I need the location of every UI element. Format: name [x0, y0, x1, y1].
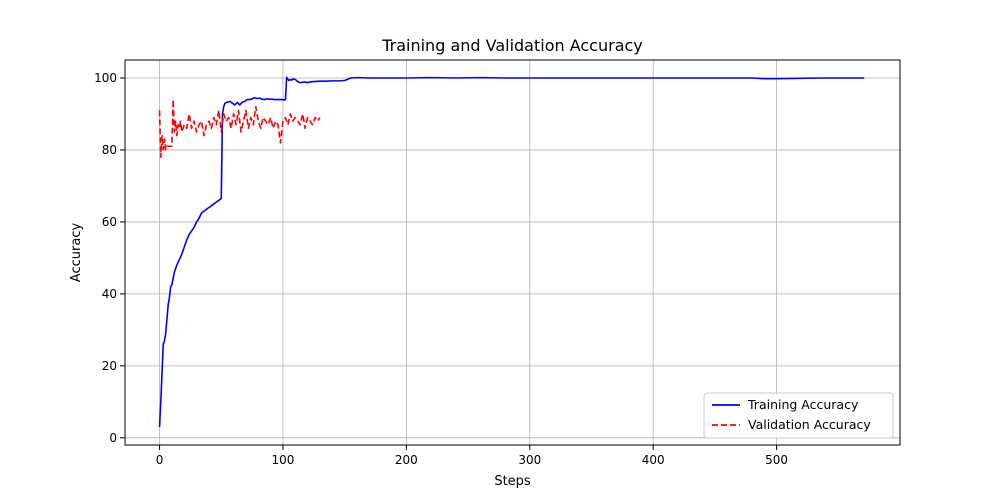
legend-label: Validation Accuracy [748, 417, 871, 432]
y-axis-label: Accuracy [69, 223, 84, 283]
plot-frame [124, 59, 901, 446]
x-tick-label: 500 [765, 453, 788, 467]
legend-box [703, 392, 894, 439]
x-tick-label: 400 [642, 453, 665, 467]
y-tick-label: 100 [94, 71, 117, 85]
y-tick-label: 40 [102, 287, 117, 301]
x-axis-label: Steps [494, 474, 531, 489]
x-tick-label: 0 [156, 453, 164, 467]
x-tick-label: 100 [272, 453, 295, 467]
y-tick-label: 60 [102, 215, 117, 229]
legend-label: Training Accuracy [747, 397, 859, 412]
plot-series [158, 76, 865, 428]
y-tick-label: 80 [102, 143, 117, 157]
x-tick-label: 200 [395, 453, 418, 467]
y-tick-label: 0 [109, 431, 117, 445]
chart-title: Training and Validation Accuracy [381, 36, 643, 55]
legend: Training Accuracy Validation Accuracy [703, 392, 894, 439]
x-tick-label: 300 [518, 453, 541, 467]
series-line-validation-accuracy [158, 98, 321, 158]
y-tick-label: 20 [102, 359, 117, 373]
series-line-training-accuracy [158, 76, 865, 428]
axis-ticks: 0 100 200 300 400 500 0 20 40 60 80 100 [94, 71, 788, 467]
